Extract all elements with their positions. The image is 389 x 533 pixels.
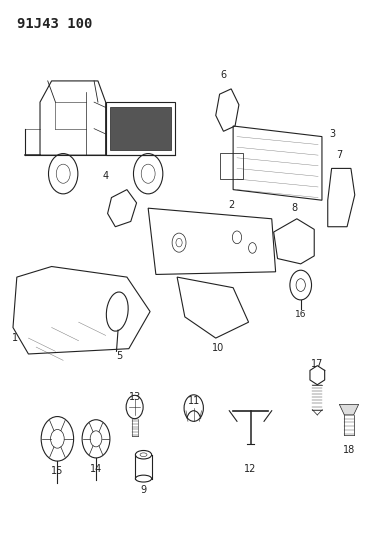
Text: 18: 18 bbox=[343, 445, 355, 455]
Text: 13: 13 bbox=[128, 392, 141, 402]
Text: 6: 6 bbox=[221, 70, 226, 80]
Text: 2: 2 bbox=[228, 200, 234, 210]
Text: 10: 10 bbox=[212, 343, 224, 353]
Text: 11: 11 bbox=[187, 397, 200, 406]
Text: 14: 14 bbox=[90, 464, 102, 474]
Text: 4: 4 bbox=[103, 171, 109, 181]
Text: 91J43 100: 91J43 100 bbox=[17, 17, 92, 31]
Text: 15: 15 bbox=[51, 466, 63, 477]
Text: 12: 12 bbox=[244, 464, 257, 474]
Text: 16: 16 bbox=[295, 310, 307, 319]
Polygon shape bbox=[110, 108, 171, 150]
Text: 5: 5 bbox=[116, 351, 122, 361]
Text: 7: 7 bbox=[336, 150, 342, 160]
Text: 8: 8 bbox=[292, 203, 298, 213]
Text: 3: 3 bbox=[330, 128, 336, 139]
Text: 17: 17 bbox=[311, 359, 324, 369]
Text: 1: 1 bbox=[12, 333, 18, 343]
Text: 9: 9 bbox=[140, 486, 147, 496]
Polygon shape bbox=[339, 405, 359, 415]
